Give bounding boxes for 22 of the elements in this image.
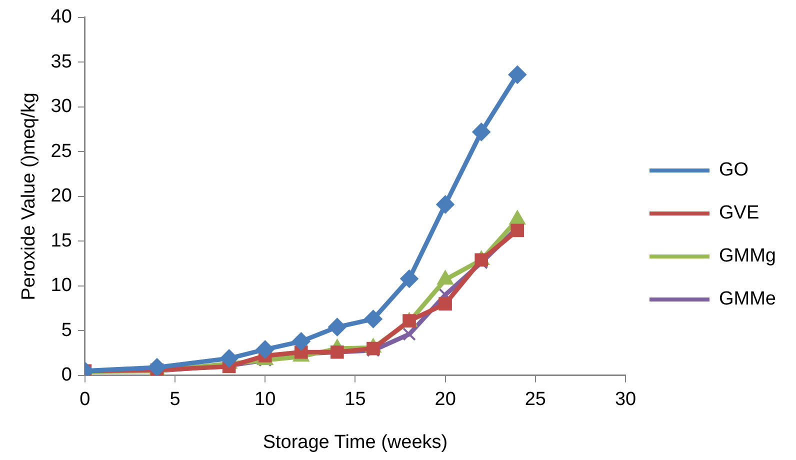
y-tick-label: 15	[50, 230, 72, 252]
y-tick-label: 20	[50, 186, 72, 207]
legend-label: GVE	[719, 202, 760, 224]
x-tick-label: 25	[524, 389, 546, 410]
y-axis-title: Peroxide Value ()meq/kg	[18, 92, 40, 300]
y-tick-label: 35	[50, 51, 72, 72]
legend-label: GMMg	[719, 246, 776, 267]
x-tick-label: 30	[614, 389, 636, 410]
x-tick-label: 15	[344, 389, 366, 410]
x-tick-label: 5	[170, 389, 180, 410]
y-tick-label: 40	[50, 6, 72, 28]
x-tick-label: 20	[434, 389, 456, 410]
x-axis-title: Storage Time (weeks)	[262, 432, 448, 453]
y-tick-label: 0	[61, 364, 72, 386]
legend-label: GMMe	[719, 288, 776, 310]
y-tick-label: 10	[50, 275, 72, 296]
y-tick-label: 5	[61, 320, 72, 341]
x-tick-label: 0	[80, 389, 90, 410]
legend-label: GO	[719, 160, 749, 181]
x-tick-label: 10	[254, 389, 276, 410]
y-tick-label: 25	[50, 140, 72, 162]
y-tick-label: 30	[50, 96, 72, 118]
